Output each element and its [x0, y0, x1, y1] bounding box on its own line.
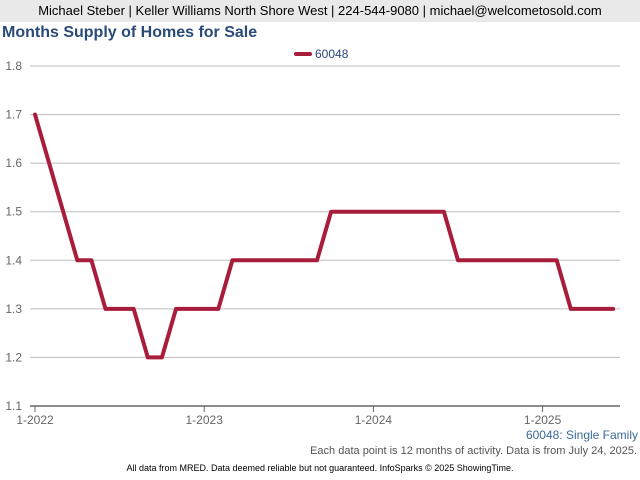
data-point — [400, 210, 404, 214]
data-point — [541, 258, 545, 262]
data-point — [611, 307, 615, 311]
property-type-label: 60048: Single Family — [525, 428, 638, 442]
data-point — [287, 258, 291, 262]
data-point — [160, 355, 164, 359]
series-line-60048 — [33, 112, 616, 360]
data-point — [188, 307, 192, 311]
data-point — [498, 258, 502, 262]
x-tick-label: 1-2022 — [16, 413, 54, 427]
data-point — [442, 210, 446, 214]
y-tick-label: 1.7 — [5, 108, 22, 122]
data-point — [569, 307, 573, 311]
data-point — [555, 258, 559, 262]
data-point — [428, 210, 432, 214]
data-point — [484, 258, 488, 262]
data-point — [89, 258, 93, 262]
data-point — [301, 258, 305, 262]
data-point — [386, 210, 390, 214]
grid-lines — [30, 65, 620, 358]
data-point — [132, 307, 136, 311]
x-tick-label: 1-2024 — [355, 413, 393, 427]
y-tick-label: 1.5 — [5, 205, 22, 219]
data-point — [245, 258, 249, 262]
data-point — [470, 258, 474, 262]
y-tick-label: 1.3 — [5, 302, 22, 316]
data-point — [329, 210, 333, 214]
x-tick-label: 1-2023 — [186, 413, 224, 427]
data-point — [75, 258, 79, 262]
data-point — [104, 307, 108, 311]
data-point — [512, 258, 516, 262]
x-axis: 1-2022 1-2023 1-2024 1-2025 — [16, 405, 620, 427]
data-point — [597, 307, 601, 311]
data-point — [146, 355, 150, 359]
series-lines — [33, 112, 616, 360]
data-point — [343, 210, 347, 214]
data-point — [61, 210, 65, 214]
data-point — [357, 210, 361, 214]
chart-title: Months Supply of Homes for Sale — [2, 24, 258, 41]
data-point — [583, 307, 587, 311]
data-point — [315, 258, 319, 262]
data-point — [259, 258, 263, 262]
data-point — [273, 258, 277, 262]
agent-contact-bar: Michael Steber | Keller Williams North S… — [0, 0, 640, 22]
data-footnote: Each data point is 12 months of activity… — [310, 445, 637, 457]
y-axis-tick-labels: 1.1 1.2 1.3 1.4 1.5 1.6 1.7 1.8 — [5, 59, 22, 413]
data-point — [371, 210, 375, 214]
legend-label: 60048 — [315, 47, 349, 61]
data-point — [202, 307, 206, 311]
disclaimer: All data from MRED. Data deemed reliable… — [126, 463, 514, 473]
y-tick-label: 1.1 — [5, 399, 22, 413]
data-point — [174, 307, 178, 311]
data-point — [118, 307, 122, 311]
data-point — [414, 210, 418, 214]
y-tick-label: 1.6 — [5, 156, 22, 170]
data-point — [33, 113, 37, 117]
y-tick-label: 1.2 — [5, 350, 22, 364]
data-point — [47, 161, 51, 165]
data-point — [216, 307, 220, 311]
x-tick-label: 1-2025 — [524, 413, 562, 427]
legend: 60048 — [294, 47, 349, 61]
data-point — [456, 258, 460, 262]
y-tick-label: 1.8 — [5, 59, 22, 73]
data-point — [527, 258, 531, 262]
y-tick-label: 1.4 — [5, 253, 22, 267]
data-point — [230, 258, 234, 262]
